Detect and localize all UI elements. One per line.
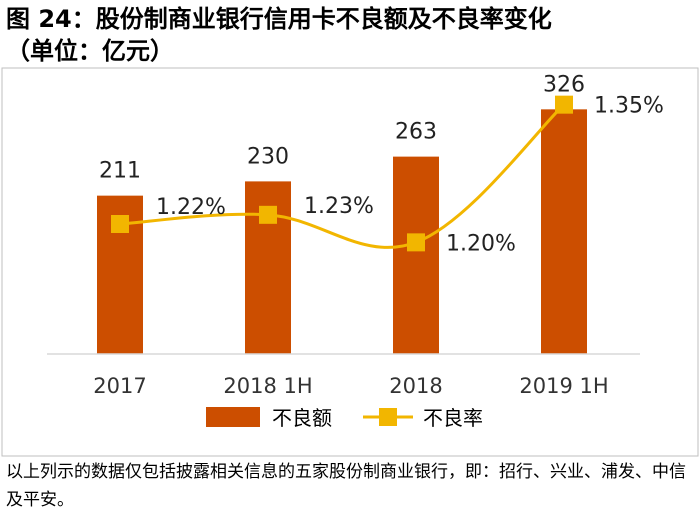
footnote: 以上列示的数据仅包括披露相关信息的五家股份制商业银行，即：招行、兴业、浦发、中信… — [6, 462, 686, 510]
legend: 不良额 不良率 — [206, 406, 483, 430]
chart-frame — [1, 67, 699, 457]
rate-marker — [555, 95, 573, 114]
x-tick-label: 2018 1H — [223, 374, 312, 398]
x-tick-label: 2018 — [389, 374, 442, 398]
rate-value-label: 1.35% — [594, 94, 664, 119]
line-layer — [111, 95, 573, 252]
rate-marker — [407, 233, 425, 252]
x-ticks: 2017 2018 1H 2018 2019 1H — [93, 374, 608, 398]
legend-label-line: 不良率 — [423, 406, 483, 430]
rate-value-label: 1.22% — [156, 195, 226, 220]
chart-title: 图 24：股份制商业银行信用卡不良额及不良率变化 — [6, 5, 552, 33]
rate-value-label: 1.23% — [304, 194, 374, 219]
bar-value-label: 211 — [99, 159, 141, 184]
bar-3 — [541, 109, 587, 354]
legend-swatch-bar — [206, 407, 260, 427]
bar-2 — [393, 156, 439, 354]
bar-value-label: 263 — [395, 120, 437, 145]
x-tick-label: 2019 1H — [519, 374, 608, 398]
rate-value-label: 1.20% — [446, 231, 516, 256]
bar-value-label: 326 — [543, 72, 585, 97]
bar-value-label: 230 — [247, 144, 289, 169]
chart-subtitle: （单位：亿元） — [6, 37, 174, 65]
rate-marker — [259, 205, 277, 224]
legend-label-bar: 不良额 — [272, 406, 332, 430]
x-tick-label: 2017 — [93, 374, 146, 398]
rate-marker — [111, 215, 129, 233]
bars-layer — [97, 109, 587, 354]
legend-swatch-marker — [379, 408, 397, 426]
labels-layer: 211 230 263 326 1.22% 1.23% 1.20% 1.35% — [99, 72, 664, 256]
rate-line — [119, 103, 566, 249]
